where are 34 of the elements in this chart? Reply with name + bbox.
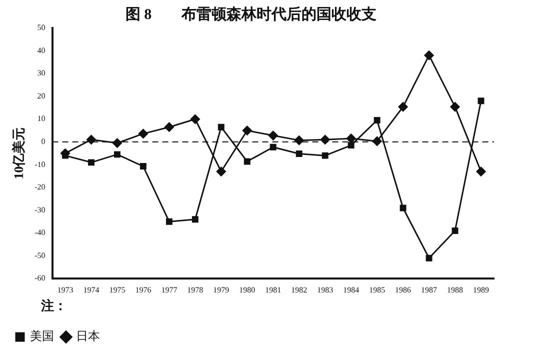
x-tick-label: 1987 <box>421 285 438 294</box>
y-axis-title: 10亿美元 <box>11 127 26 180</box>
y-tick-label: -60 <box>34 274 46 283</box>
x-tick-label: 1980 <box>239 285 256 294</box>
chart-title: 图 8 布雷顿森林时代后的国收收支 <box>125 6 377 23</box>
legend-title: 注： <box>40 298 67 314</box>
x-tick-label: 1977 <box>161 285 178 294</box>
legend-label: 美国 <box>30 329 54 344</box>
x-tick-label: 1988 <box>447 285 464 294</box>
y-tick-label: 50 <box>37 23 46 32</box>
y-tick-label: 40 <box>37 46 46 55</box>
x-tick-label: 1982 <box>291 285 308 294</box>
y-tick-label: 0 <box>41 137 46 146</box>
x-tick-label: 1981 <box>265 285 282 294</box>
x-tick-label: 1975 <box>109 285 126 294</box>
x-tick-label: 1986 <box>395 285 412 294</box>
legend-label: 日本 <box>76 329 100 344</box>
y-tick-label: -40 <box>34 228 46 238</box>
y-tick-label: 30 <box>37 68 46 78</box>
x-tick-label: 1983 <box>317 285 334 294</box>
x-tick-label: 1989 <box>473 285 490 294</box>
y-tick-label: -10 <box>34 160 46 169</box>
x-tick-label: 1985 <box>369 285 386 294</box>
y-tick-label: -30 <box>34 205 46 214</box>
x-tick-label: 1984 <box>343 285 360 294</box>
x-tick-label: 1973 <box>57 285 74 294</box>
y-tick-label: -50 <box>34 250 46 260</box>
y-tick-label: 20 <box>37 91 46 100</box>
y-tick-label: 10 <box>37 114 46 124</box>
x-tick-label: 1979 <box>213 285 230 294</box>
x-tick-label: 1976 <box>135 285 152 294</box>
x-tick-label: 1978 <box>187 285 204 294</box>
y-tick-label: -20 <box>34 182 46 192</box>
x-tick-label: 1974 <box>83 285 100 294</box>
